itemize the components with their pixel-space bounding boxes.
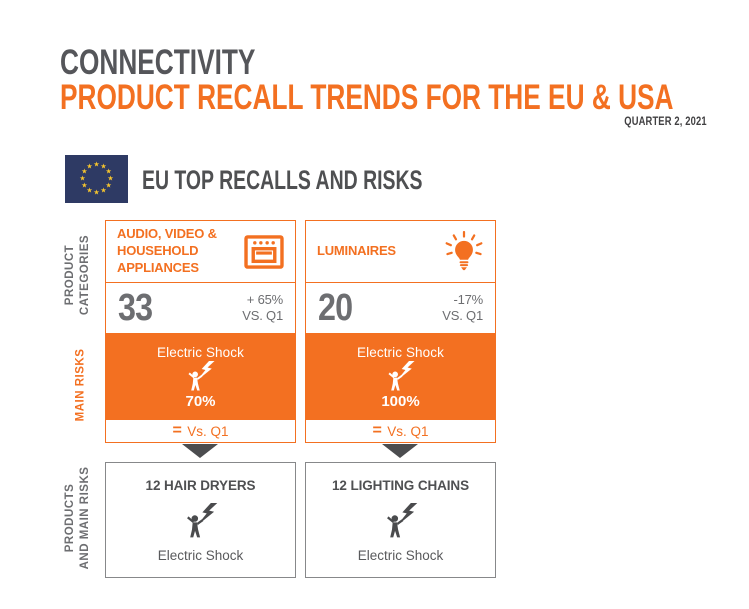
recall-count: 20 (318, 287, 358, 330)
change-reference: VS. Q1 (442, 308, 483, 323)
change-percent: + 65% (246, 292, 283, 308)
trend-row: = Vs. Q1 (306, 420, 495, 442)
risk-name: Electric Shock (157, 345, 244, 360)
recall-count-text: 20 (318, 286, 353, 329)
eu-star-icon: ★ (86, 187, 93, 195)
recall-change: + 65% VS. Q1 (242, 292, 283, 323)
category-name: AUDIO, VIDEO & HOUSEHOLD APPLIANCES (117, 226, 217, 275)
section-title-text: EU TOP RECALLS AND RISKS (142, 165, 423, 195)
page-kicker-text: CONNECTIVITY (60, 43, 256, 82)
row-label-line: AND MAIN RISKS (79, 466, 91, 570)
risk-name: Electric Shock (357, 345, 444, 360)
eu-star-icon: ★ (105, 182, 112, 190)
recall-count-row: 20 -17% VS. Q1 (306, 283, 495, 333)
product-title: 12 LIGHTING CHAINS (332, 478, 469, 493)
recall-count: 33 (118, 287, 158, 330)
electric-shock-icon (383, 497, 419, 539)
risk-percent: 100% (381, 393, 420, 410)
down-arrow-icon (182, 444, 218, 458)
eu-star-icon: ★ (81, 182, 88, 190)
down-arrow-icon (382, 444, 418, 458)
trend-reference: Vs. Q1 (387, 423, 429, 439)
risk-percent: 70% (185, 393, 216, 410)
category-name: LUMINAIRES (317, 243, 396, 259)
eu-star-icon: ★ (81, 168, 88, 176)
row-label-line: CATEGORIES (79, 234, 91, 316)
eu-star-icon: ★ (93, 161, 100, 169)
category-card-luminaires: LUMINAIRES 20 -17% VS. Q1 Electric Shock… (305, 220, 496, 443)
product-risk: Electric Shock (357, 548, 444, 563)
recall-count-row: 33 + 65% VS. Q1 (106, 283, 295, 333)
equals-trend-icon: = (372, 422, 382, 439)
product-title: 12 HAIR DRYERS (145, 478, 256, 493)
eu-flag: ★ ★ ★ ★ ★ ★ ★ ★ ★ ★ ★ ★ (65, 155, 128, 203)
eu-star-icon: ★ (100, 187, 107, 195)
main-risk-block: Electric Shock 100% (306, 333, 495, 420)
row-label-products-and-main-risks: PRODUCTS AND MAIN RISKS (63, 467, 93, 570)
electric-shock-icon (385, 356, 416, 392)
trend-row: = Vs. Q1 (106, 420, 295, 442)
product-box-lighting-chains: 12 LIGHTING CHAINS Electric Shock (305, 462, 496, 578)
product-box-hair-dryers: 12 HAIR DRYERS Electric Shock (105, 462, 296, 578)
recall-count-text: 33 (118, 286, 153, 329)
change-percent: -17% (453, 292, 483, 308)
eu-star-icon: ★ (79, 175, 86, 183)
page-title: PRODUCT RECALL TRENDS FOR THE EU & USA (60, 78, 749, 117)
row-label-product-categories: PRODUCT CATEGORIES (63, 235, 93, 315)
change-reference: VS. Q1 (242, 308, 283, 323)
trend-reference: Vs. Q1 (187, 423, 229, 439)
eu-star-icon: ★ (93, 189, 100, 197)
report-period: QUARTER 2, 2021 (601, 114, 707, 128)
page-title-text: PRODUCT RECALL TRENDS FOR THE EU & USA (60, 78, 674, 117)
electric-shock-icon (185, 356, 216, 392)
main-risk-block: Electric Shock 70% (106, 333, 295, 420)
lightbulb-icon (443, 230, 485, 273)
recall-change: -17% VS. Q1 (442, 292, 483, 323)
oven-icon (243, 231, 285, 273)
row-label-line: PRODUCT (64, 244, 77, 306)
report-period-text: QUARTER 2, 2021 (624, 114, 707, 128)
eu-star-icon: ★ (100, 163, 107, 171)
row-label-line: PRODUCTS (64, 483, 77, 553)
section-title: EU TOP RECALLS AND RISKS (142, 166, 532, 194)
electric-shock-icon (183, 497, 219, 539)
category-card-audio-video-household: AUDIO, VIDEO & HOUSEHOLD APPLIANCES 33 +… (105, 220, 296, 443)
equals-trend-icon: = (172, 422, 182, 439)
eu-star-icon: ★ (105, 168, 112, 176)
card-header: LUMINAIRES (306, 221, 495, 283)
eu-star-icon: ★ (107, 175, 114, 183)
row-label-main-risks: MAIN RISKS (74, 348, 87, 422)
product-risk: Electric Shock (157, 548, 244, 563)
eu-star-icon: ★ (86, 163, 93, 171)
card-header: AUDIO, VIDEO & HOUSEHOLD APPLIANCES (106, 221, 295, 283)
page-kicker: CONNECTIVITY (60, 43, 321, 82)
